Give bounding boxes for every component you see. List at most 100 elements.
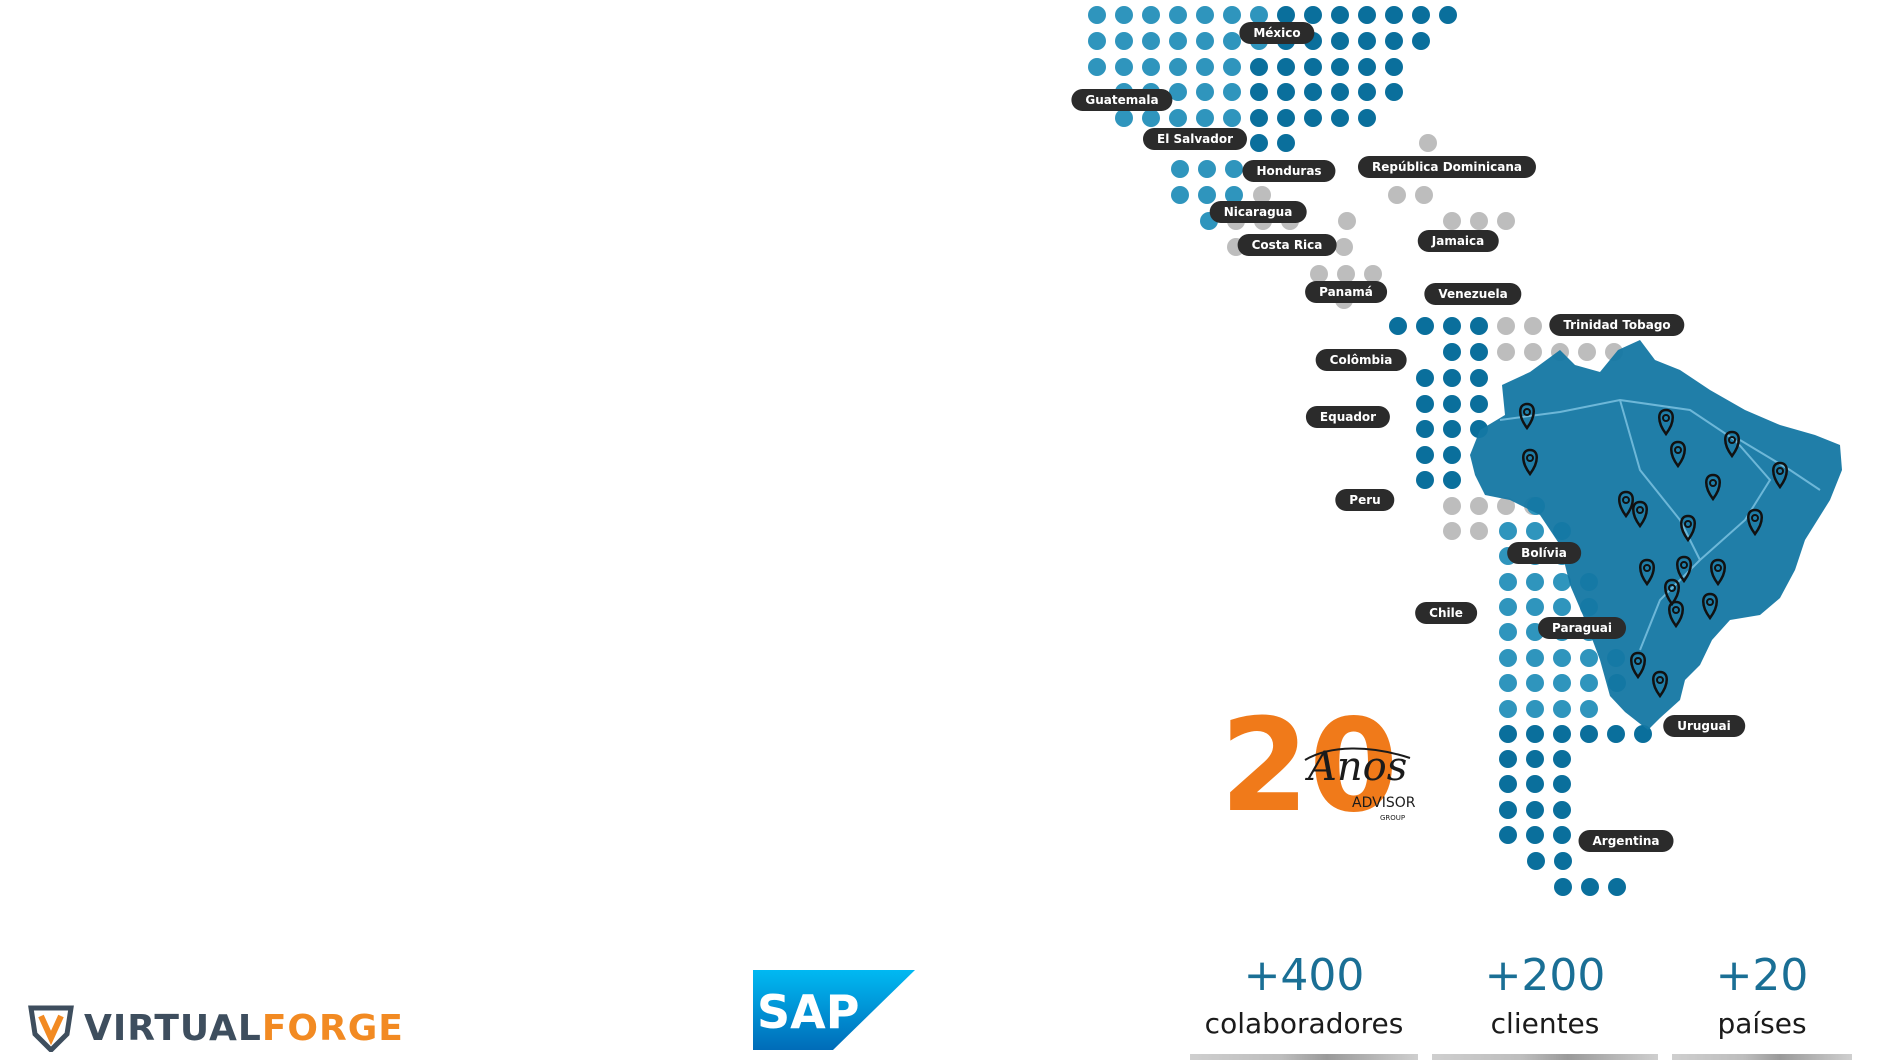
location-pin-icon bbox=[1724, 430, 1740, 459]
map-dot bbox=[1416, 446, 1434, 464]
map-dot bbox=[1416, 420, 1434, 438]
stat-clientes: +200 clientes bbox=[1432, 950, 1658, 1060]
country-label-costa-rica: Costa Rica bbox=[1237, 234, 1337, 256]
map-dot bbox=[1497, 343, 1515, 361]
location-pin-dot bbox=[1668, 584, 1676, 592]
location-pin-dot bbox=[1674, 446, 1682, 454]
shield-icon bbox=[28, 1005, 74, 1052]
location-pin-dot bbox=[1634, 657, 1642, 665]
map-dot bbox=[1196, 109, 1214, 127]
svg-text:ADVISOR: ADVISOR bbox=[1352, 795, 1416, 811]
brazil-shape bbox=[1470, 340, 1842, 730]
map-dot bbox=[1385, 83, 1403, 101]
map-dot bbox=[1497, 497, 1515, 515]
map-dot bbox=[1526, 801, 1544, 819]
svg-text:GROUP: GROUP bbox=[1380, 814, 1405, 822]
map-dot bbox=[1304, 6, 1322, 24]
map-dot bbox=[1310, 265, 1328, 283]
location-pin-dot bbox=[1684, 520, 1692, 528]
map-dot bbox=[1608, 878, 1626, 896]
map-dot bbox=[1499, 700, 1517, 718]
map-dot bbox=[1385, 6, 1403, 24]
map-dot bbox=[1443, 471, 1461, 489]
map-dot bbox=[1358, 32, 1376, 50]
location-pin-icon bbox=[1664, 578, 1680, 607]
virtual-forge-logo: VIRTUALFORGE bbox=[28, 1000, 478, 1056]
map-dot bbox=[1277, 6, 1295, 24]
map-dot bbox=[1497, 212, 1515, 230]
map-dot bbox=[1443, 317, 1461, 335]
map-dot bbox=[1389, 317, 1407, 335]
map-dot bbox=[1526, 750, 1544, 768]
country-label-argentina: Argentina bbox=[1578, 830, 1674, 852]
location-pin-dot bbox=[1672, 606, 1680, 614]
map-dot bbox=[1115, 109, 1133, 127]
map-dot bbox=[1169, 6, 1187, 24]
map-dot bbox=[1277, 83, 1295, 101]
20-anos-badge: 20 Anos ADVISOR GROUP bbox=[1220, 692, 1416, 825]
map-dot bbox=[1443, 522, 1461, 540]
map-dot bbox=[1169, 32, 1187, 50]
map-dot bbox=[1443, 497, 1461, 515]
stat-paises: +20 países bbox=[1672, 950, 1852, 1060]
map-dot bbox=[1553, 649, 1571, 667]
map-dot bbox=[1088, 32, 1106, 50]
map-dot bbox=[1580, 725, 1598, 743]
map-dot bbox=[1253, 186, 1271, 204]
sap-logo: SAP bbox=[753, 970, 915, 1050]
map-dot bbox=[1526, 725, 1544, 743]
map-dot bbox=[1470, 317, 1488, 335]
map-dot bbox=[1526, 573, 1544, 591]
map-dot bbox=[1416, 471, 1434, 489]
country-label-chile: Chile bbox=[1415, 602, 1477, 624]
stat-underline bbox=[1672, 1054, 1852, 1060]
map-dot bbox=[1443, 420, 1461, 438]
map-dot bbox=[1223, 83, 1241, 101]
map-dot bbox=[1198, 160, 1216, 178]
location-pin-dot bbox=[1776, 467, 1784, 475]
map-dot bbox=[1419, 134, 1437, 152]
map-dot bbox=[1526, 775, 1544, 793]
map-dot bbox=[1337, 265, 1355, 283]
map-dot bbox=[1581, 878, 1599, 896]
map-dot bbox=[1416, 317, 1434, 335]
map-dot bbox=[1088, 58, 1106, 76]
country-label-venezuela: Venezuela bbox=[1424, 283, 1522, 305]
location-pin-dot bbox=[1751, 514, 1759, 522]
map-dot bbox=[1554, 878, 1572, 896]
country-label-paraguai: Paraguai bbox=[1538, 617, 1626, 639]
location-pin-dot bbox=[1728, 436, 1736, 444]
map-dot bbox=[1526, 598, 1544, 616]
stat-underline bbox=[1190, 1054, 1418, 1060]
map-dot bbox=[1304, 58, 1322, 76]
map-dot bbox=[1358, 6, 1376, 24]
location-pin-dot bbox=[1526, 454, 1534, 462]
stat-label: colaboradores bbox=[1204, 1007, 1404, 1040]
location-pin-dot bbox=[1643, 564, 1651, 572]
map-dot bbox=[1499, 775, 1517, 793]
map-dot bbox=[1304, 83, 1322, 101]
map-dot bbox=[1499, 750, 1517, 768]
logo-forge-text: FORGE bbox=[261, 1007, 404, 1049]
stat-value: +400 bbox=[1243, 950, 1365, 1001]
office-pins bbox=[1519, 402, 1788, 699]
country-label-equador: Equador bbox=[1305, 406, 1391, 428]
map-dot bbox=[1358, 109, 1376, 127]
country-label-nicaragua: Nicaragua bbox=[1209, 201, 1307, 223]
map-dot bbox=[1225, 160, 1243, 178]
map-dot bbox=[1524, 343, 1542, 361]
location-pin-icon bbox=[1519, 402, 1535, 431]
map-dot bbox=[1443, 369, 1461, 387]
map-dot bbox=[1499, 725, 1517, 743]
map-dot bbox=[1358, 83, 1376, 101]
map-dot bbox=[1277, 109, 1295, 127]
country-label-republica-dominicana: República Dominicana bbox=[1357, 156, 1537, 178]
map-dot bbox=[1358, 58, 1376, 76]
map-dot bbox=[1553, 674, 1571, 692]
map-dot bbox=[1412, 6, 1430, 24]
map-dot bbox=[1553, 598, 1571, 616]
location-pin-dot bbox=[1709, 479, 1717, 487]
map-dot bbox=[1225, 186, 1243, 204]
map-dot bbox=[1526, 522, 1544, 540]
location-pin-icon bbox=[1652, 670, 1668, 699]
